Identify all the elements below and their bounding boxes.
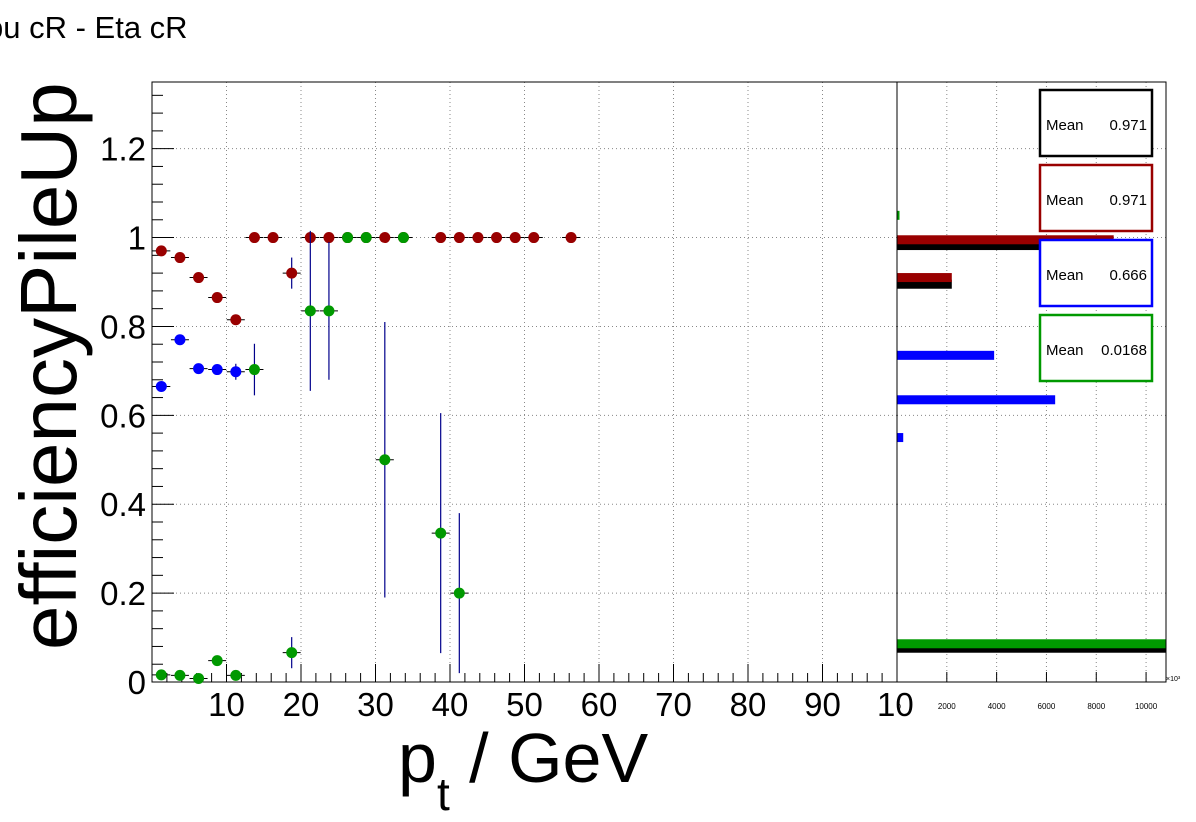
side-x-tick-label: 4000 [988, 702, 1006, 711]
data-point [230, 366, 242, 378]
side-bar [897, 273, 952, 283]
data-point [435, 232, 447, 244]
main-ticks: 10 20 30 40 50 60 70 80 90 1000.20.40.60.811.2 [100, 94, 914, 723]
x-tick-label: 40 [432, 686, 469, 723]
y-tick-label: 0.4 [100, 486, 146, 523]
data-point [174, 669, 186, 681]
side-plot-frame [896, 81, 1167, 683]
stats-box [1038, 88, 1154, 158]
data-point [286, 267, 298, 279]
data-point [286, 647, 298, 659]
side-bar [897, 279, 952, 289]
data-point [155, 380, 167, 392]
side-bar [897, 433, 904, 443]
data-point [155, 245, 167, 257]
data-point [397, 232, 409, 244]
x-tick-label: 70 [655, 686, 692, 723]
data-point [248, 232, 260, 244]
x-tick-label: 10 [877, 686, 914, 723]
stats-box [1038, 313, 1154, 383]
data-point [155, 669, 167, 681]
y-tick-label: 1 [128, 220, 146, 257]
data-point [379, 454, 391, 466]
data-point [193, 363, 205, 375]
data-point [491, 232, 503, 244]
data-point [453, 587, 465, 599]
side-bar [897, 210, 900, 220]
data-point [193, 672, 205, 684]
y-tick-label: 1.2 [100, 131, 146, 168]
main-grid [152, 82, 897, 682]
x-tick-label: 80 [730, 686, 767, 723]
data-point [342, 232, 354, 244]
data-point [174, 252, 186, 264]
main-plot: 10 20 30 40 50 60 70 80 90 1000.20.40.60.811.2 ef… [4, 81, 914, 820]
stats-box [1038, 238, 1154, 308]
side-x-tick-label-zero: 0 [897, 704, 901, 711]
data-point [304, 305, 316, 317]
x-tick-label: 20 [283, 686, 320, 723]
data-point [528, 232, 540, 244]
main-points [152, 230, 581, 684]
data-point [379, 232, 391, 244]
y-tick-label: 0 [128, 664, 146, 701]
data-point [323, 305, 335, 317]
side-x-tick-label: 10000 [1135, 702, 1158, 711]
data-point [323, 232, 335, 244]
data-point [360, 232, 372, 244]
stats-value: 0.971 [1109, 117, 1147, 134]
y-axis-label: efficiencyPileUp [4, 82, 93, 650]
x-tick-label: 60 [581, 686, 618, 723]
x-tick-label: 90 [804, 686, 841, 723]
x-axis-label-rest: / GeV [450, 719, 649, 797]
side-bar [897, 395, 1056, 405]
data-point [211, 292, 223, 304]
x-axis-label: pt / GeV [398, 719, 648, 820]
side-ticks: 2000 4000 6000 8000 10000 0 [897, 672, 1158, 711]
data-point [174, 334, 186, 346]
stats-label: Mean [1046, 267, 1084, 284]
data-point [211, 364, 223, 376]
side-bars [897, 210, 1166, 653]
x-tick-label: 50 [506, 686, 543, 723]
side-x-tick-label: 2000 [938, 702, 956, 711]
stats-boxes: Mean 0.971 Mean 0.971 Mean 0.666 Mean 0.0168 [1038, 88, 1154, 383]
stats-value: 0.971 [1109, 192, 1147, 209]
x-axis-label-main: p [398, 719, 437, 797]
x-axis-label-sub: t [437, 768, 450, 820]
side-exponent-label: ×10³ [1166, 676, 1181, 683]
y-tick-label: 0.8 [100, 308, 146, 345]
stats-value: 0.666 [1109, 267, 1147, 284]
side-bar [897, 639, 1166, 649]
data-point [230, 314, 242, 326]
data-point [472, 232, 484, 244]
side-x-tick-label: 8000 [1087, 702, 1105, 711]
data-point [509, 232, 521, 244]
data-point [453, 232, 465, 244]
stats-box [1038, 163, 1154, 233]
data-point [248, 364, 260, 376]
page-title: pu cR - Eta cR [0, 10, 188, 45]
side-x-tick-label: 6000 [1038, 702, 1056, 711]
data-point [565, 232, 577, 244]
data-point [435, 527, 447, 539]
stats-label: Mean [1046, 192, 1084, 209]
data-point [193, 272, 205, 284]
stats-value: 0.0168 [1101, 342, 1147, 359]
x-tick-label: 10 [208, 686, 245, 723]
x-tick-label: 30 [357, 686, 394, 723]
stats-label: Mean [1046, 117, 1084, 134]
data-point [230, 669, 242, 681]
stats-label: Mean [1046, 342, 1084, 359]
y-tick-label: 0.6 [100, 397, 146, 434]
side-bar [897, 241, 1112, 251]
side-bar [897, 235, 1114, 245]
side-bar [897, 350, 995, 360]
data-point [267, 232, 279, 244]
data-point [211, 655, 223, 667]
y-tick-label: 0.2 [100, 575, 146, 612]
